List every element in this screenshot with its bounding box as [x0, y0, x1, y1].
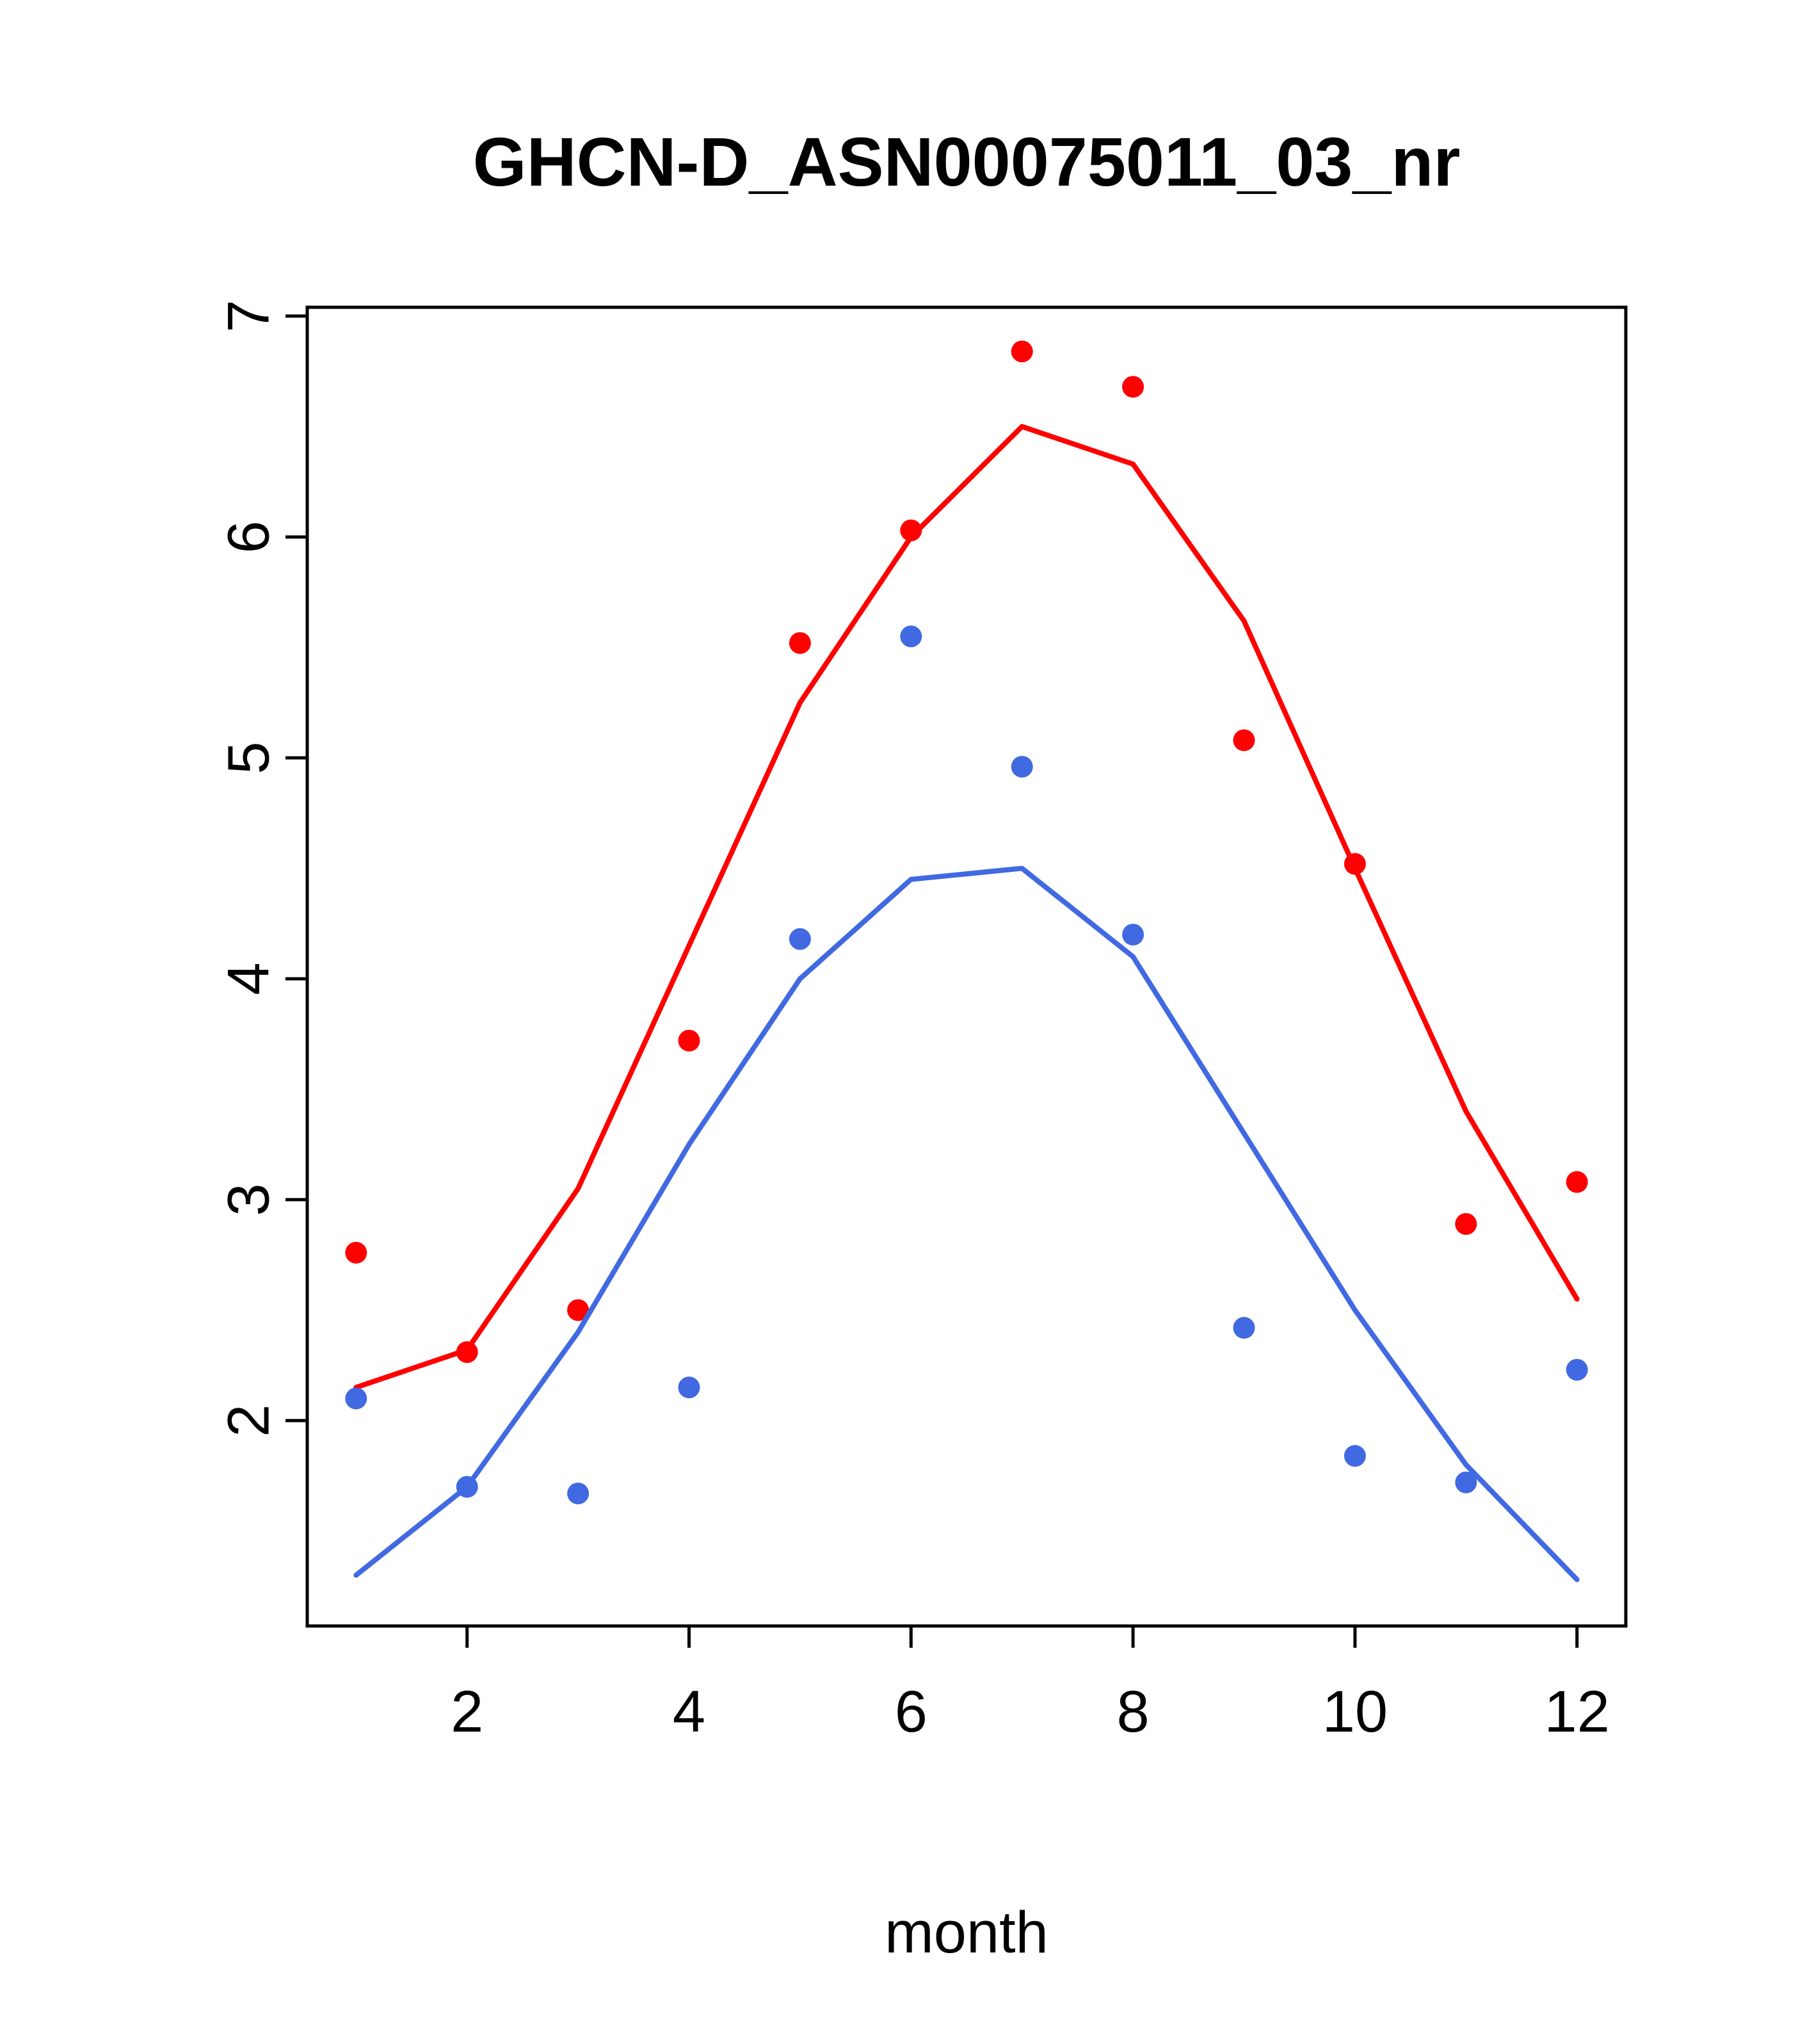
series-blue-points: [345, 625, 1588, 1504]
chart-title: GHCN-D_ASN00075011_03_nr: [473, 123, 1461, 200]
x-tick-label: 2: [451, 1679, 483, 1744]
blue-points-marker: [900, 625, 922, 648]
red-points-marker: [900, 519, 922, 542]
red-points-marker: [789, 632, 811, 654]
red-points-marker: [1233, 729, 1255, 752]
blue-points-marker: [1455, 1471, 1477, 1493]
blue-points-marker: [1122, 923, 1144, 946]
x-axis-label: month: [885, 1900, 1048, 1965]
y-tick-label: 4: [216, 962, 281, 995]
y-tick-label: 3: [216, 1183, 281, 1216]
blue-points-marker: [1566, 1358, 1588, 1381]
x-tick-label: 10: [1322, 1679, 1388, 1744]
x-tick-label: 4: [673, 1679, 705, 1744]
data-series-layer: [345, 341, 1588, 1582]
blue-points-marker: [1344, 1445, 1366, 1467]
blue-points-marker: [1233, 1317, 1255, 1339]
series-blue-line: [353, 865, 1580, 1582]
red-points-marker: [1455, 1212, 1477, 1235]
x-tick-label: 6: [895, 1679, 927, 1744]
axes-layer: 2 4 6 8 10 12 2 3 4 5 6 7: [216, 300, 1628, 1744]
y-tick-label: 2: [216, 1404, 281, 1437]
series-red-points: [345, 341, 1588, 1364]
red-points-marker: [1011, 341, 1033, 363]
y-tick-label: 7: [216, 300, 281, 332]
red-points-marker: [678, 1029, 700, 1052]
blue-points-marker: [678, 1376, 700, 1399]
blue-points-marker: [789, 928, 811, 950]
blue-points-marker: [1011, 755, 1033, 778]
y-tick-label: 6: [216, 520, 281, 553]
x-tick-label: 8: [1117, 1679, 1150, 1744]
red-points-marker: [1122, 376, 1144, 398]
blue-points-marker: [345, 1387, 367, 1410]
y-tick-label: 5: [216, 741, 281, 774]
red-points-marker: [567, 1299, 590, 1321]
blue-points-marker: [567, 1482, 590, 1504]
x-tick-label: 12: [1545, 1679, 1610, 1744]
plot-box: [305, 305, 1628, 1628]
red-points-marker: [345, 1241, 367, 1264]
series-red-line: [353, 424, 1580, 1390]
red-points-marker: [1566, 1171, 1588, 1193]
